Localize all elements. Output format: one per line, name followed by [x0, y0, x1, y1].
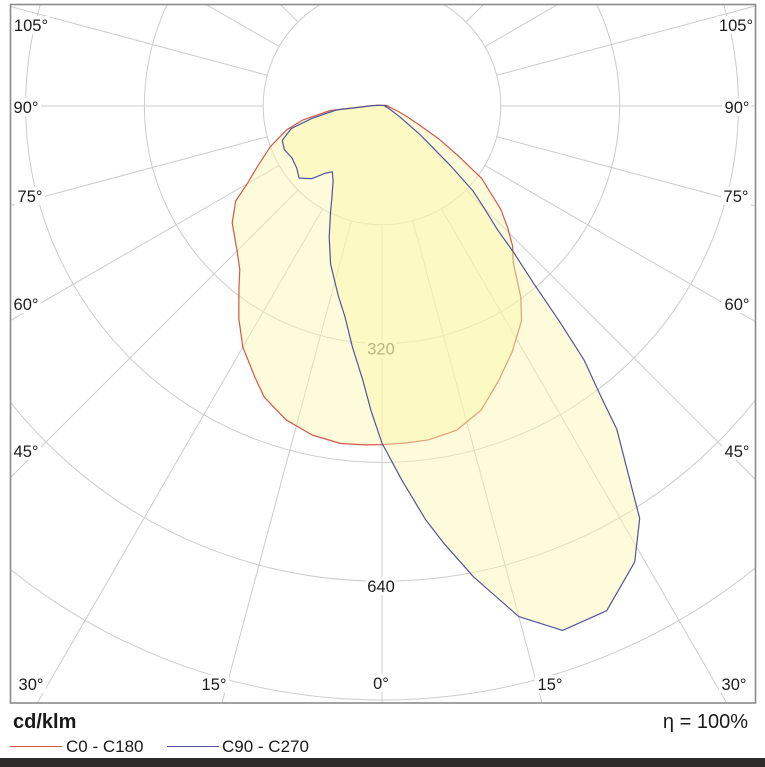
label-knockout [199, 675, 229, 693]
label-knockout [719, 675, 749, 693]
grid-ray [440, 208, 728, 703]
angle-tick-label: 30° [722, 676, 747, 694]
label-knockout [11, 98, 41, 116]
grid-ray [484, 164, 756, 323]
angle-tick-label: 15° [538, 676, 563, 694]
grid-ray [10, 136, 268, 207]
label-knockout [722, 295, 752, 313]
angle-tick-label: 105° [719, 17, 753, 35]
label-knockout [11, 442, 41, 460]
legend-c0-c180-label: C0 - C180 [66, 737, 144, 756]
label-knockout [366, 339, 396, 358]
radial-tick-label: 640 [367, 578, 395, 596]
angle-tick-label: 0° [373, 675, 389, 693]
grid-ray [221, 220, 352, 703]
label-knockout [535, 675, 565, 693]
grid-ray [0, 0, 323, 3]
label-knockout [11, 295, 41, 313]
label-knockout [15, 187, 45, 205]
grid-ray [441, 0, 765, 3]
angle-tick-label: 30° [19, 676, 44, 694]
grid-ray [465, 189, 756, 481]
grid-ray [496, 136, 756, 207]
radial-tick-label: 320 [367, 341, 395, 359]
grid-ray [36, 208, 324, 703]
angle-tick-label: 45° [14, 443, 39, 461]
label-knockout [16, 675, 46, 693]
label-knockout [722, 98, 752, 116]
label-knockout [716, 16, 756, 34]
units-label: cd/klm [13, 711, 77, 733]
angle-tick-label: 15° [202, 676, 227, 694]
efficiency-label: η = 100% [662, 711, 748, 733]
angle-tick-label: 90° [14, 99, 39, 117]
label-knockout [366, 577, 396, 596]
label-knockout [722, 442, 752, 460]
grid-ray [496, 5, 756, 76]
angle-tick-label: 75° [18, 188, 43, 206]
legend-c0-c180-swatch [10, 746, 62, 747]
label-knockout [11, 16, 51, 34]
angle-tick-label: 45° [725, 443, 750, 461]
label-knockout [721, 187, 751, 205]
grid-ray [10, 5, 268, 76]
grid-ray [10, 189, 299, 479]
grid-ray [10, 164, 280, 322]
angle-tick-label: 105° [14, 17, 48, 35]
grid-ray [412, 220, 543, 703]
legend-c90-c270-swatch [167, 746, 219, 747]
plot-frame [9, 3, 757, 704]
series-curve-c90-c270 [281, 104, 641, 631]
angle-tick-label: 60° [14, 296, 39, 314]
bottom-bar [0, 758, 765, 767]
label-knockout [370, 674, 392, 692]
angle-tick-label: 90° [725, 99, 750, 117]
legend-c90-c270-label: C90 - C270 [222, 737, 309, 756]
angle-tick-label: 60° [725, 296, 750, 314]
series-curve-c0-c180 [231, 104, 523, 446]
angle-tick-label: 75° [724, 188, 749, 206]
